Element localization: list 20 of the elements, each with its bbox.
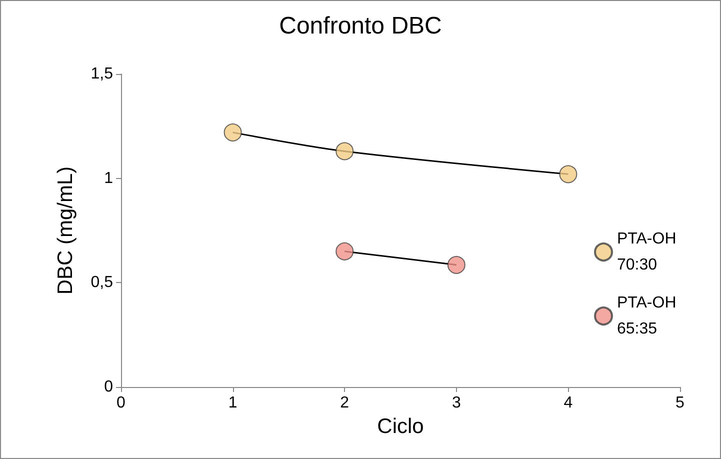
y-tick-label: 0,5 [90,274,114,292]
legend-label: PTA-OH 70:30 [617,230,681,274]
chart-title: Confronto DBC [279,12,442,40]
point [559,165,578,184]
x-tick-label: 4 [564,394,573,412]
x-tick-label: 5 [676,394,685,412]
y-tick-label: 1 [104,170,114,187]
y-tick-label: 0 [104,378,114,396]
point [224,123,242,142]
point [336,242,354,260]
y-axis-title: DBC (mg/mL) [54,166,77,295]
legend-label: PTA-OH 65:35 [617,294,681,338]
point [447,256,466,274]
x-tick-label: 0 [116,394,126,412]
y-tick-label: 1,5 [90,66,114,82]
x-axis-title: Ciclo [377,414,424,438]
x-tick-label: 2 [340,394,350,412]
x-tick-label: 1 [228,394,238,412]
point [336,142,354,160]
x-tick-label: 3 [452,394,461,412]
